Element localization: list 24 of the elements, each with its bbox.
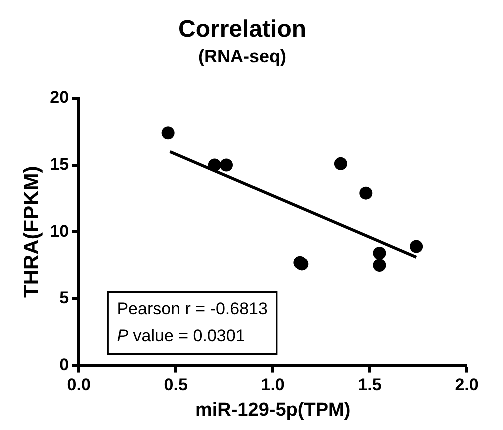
x-tick-label: 2.0 <box>455 376 479 395</box>
y-axis-title: THRA(FPKM) <box>20 166 44 298</box>
y-tick-label: 20 <box>50 88 70 108</box>
y-tick-label: 0 <box>60 355 70 374</box>
point <box>162 126 175 140</box>
point <box>208 158 222 172</box>
point <box>410 240 424 254</box>
y-tick-label: 15 <box>50 154 70 174</box>
annotation: P value = 0.0301 <box>117 326 246 346</box>
y-tick-label: 5 <box>60 288 70 308</box>
y-tick-label: 10 <box>50 222 70 241</box>
chart-subtitle: (RNA-seq) <box>198 46 286 67</box>
point <box>334 157 348 170</box>
x-axis-title: miR-129-5p(TPM) <box>195 400 351 421</box>
x-tick-label: 0.5 <box>164 376 188 395</box>
point <box>373 246 386 260</box>
x-tick-label: 0.0 <box>67 376 91 395</box>
point <box>220 158 234 172</box>
chart-title: Correlation <box>178 16 307 44</box>
x-tick-label: 1.5 <box>358 376 382 395</box>
point <box>373 259 386 272</box>
point <box>360 186 373 200</box>
x-tick-label: 1.0 <box>261 376 285 395</box>
annotation: Pearson r = -0.6813 <box>117 299 268 318</box>
